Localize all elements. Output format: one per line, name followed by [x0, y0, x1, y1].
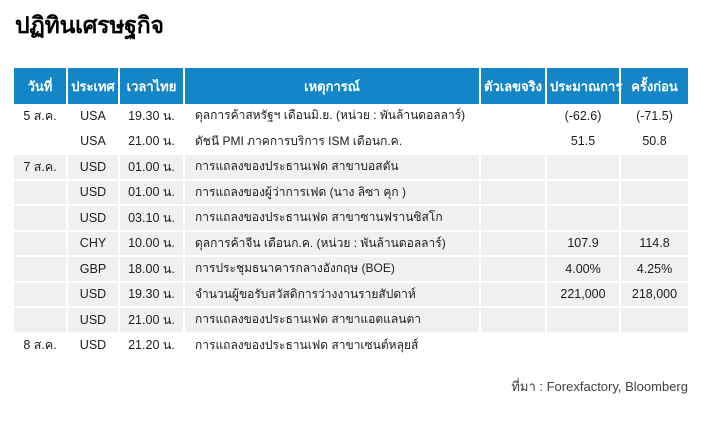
cell-event: ดุลการค้าสหรัฐฯ เดือนมิ.ย. (หน่วย : พันล…	[185, 104, 481, 130]
cell-time: 21.20 น.	[120, 333, 185, 359]
cell-previous	[621, 308, 688, 334]
cell-time: 01.00 น.	[120, 155, 185, 181]
table-header: วันที่ ประเทศ เวลาไทย เหตุการณ์ ตัวเลขจร…	[14, 68, 688, 104]
cell-date	[14, 129, 68, 155]
cell-country: USD	[68, 206, 120, 232]
table-row: USD 19.30 น. จำนวนผู้ขอรับสวัสดิการว่างง…	[14, 282, 688, 308]
cell-actual	[481, 180, 547, 206]
col-header-date: วันที่	[14, 68, 68, 104]
cell-country: GBP	[68, 257, 120, 283]
page-title: ปฏิทินเศรษฐกิจ	[15, 12, 164, 38]
cell-forecast: (-62.6)	[547, 104, 621, 130]
cell-previous: 114.8	[621, 231, 688, 257]
col-header-actual: ตัวเลขจริง	[481, 68, 547, 104]
cell-actual	[481, 257, 547, 283]
table-body: 5 ส.ค. USA 19.30 น. ดุลการค้าสหรัฐฯ เดือ…	[14, 104, 688, 359]
cell-country: USD	[68, 333, 120, 359]
col-header-country: ประเทศ	[68, 68, 120, 104]
cell-actual	[481, 333, 547, 359]
cell-event: การแถลงของประธานเฟด สาขาบอสตัน	[185, 155, 481, 181]
cell-country: USD	[68, 308, 120, 334]
table-row: USD 21.00 น. การแถลงของประธานเฟด สาขาแอต…	[14, 308, 688, 334]
cell-country: USA	[68, 129, 120, 155]
cell-event: การประชุมธนาคารกลางอังกฤษ (BOE)	[185, 257, 481, 283]
cell-date	[14, 206, 68, 232]
cell-actual	[481, 231, 547, 257]
table-row: USA 21.00 น. ดัชนี PMI ภาคการบริการ ISM …	[14, 129, 688, 155]
col-header-event: เหตุการณ์	[185, 68, 481, 104]
cell-country: USD	[68, 282, 120, 308]
cell-actual	[481, 282, 547, 308]
cell-event: การแถลงของผู้ว่าการเฟด (นาง ลิซา คุก )	[185, 180, 481, 206]
cell-country: USD	[68, 155, 120, 181]
cell-country: CHY	[68, 231, 120, 257]
cell-event: ดัชนี PMI ภาคการบริการ ISM เดือนก.ค.	[185, 129, 481, 155]
cell-country: USD	[68, 180, 120, 206]
cell-date	[14, 282, 68, 308]
cell-actual	[481, 155, 547, 181]
cell-actual	[481, 308, 547, 334]
cell-event: การแถลงของประธานเฟด สาขาเซนต์หลุยส์	[185, 333, 481, 359]
table-row: 7 ส.ค. USD 01.00 น. การแถลงของประธานเฟด …	[14, 155, 688, 181]
cell-previous	[621, 333, 688, 359]
cell-date: 7 ส.ค.	[14, 155, 68, 181]
col-header-thai-time: เวลาไทย	[120, 68, 185, 104]
cell-country: USA	[68, 104, 120, 130]
cell-previous	[621, 180, 688, 206]
header-row: วันที่ ประเทศ เวลาไทย เหตุการณ์ ตัวเลขจร…	[14, 68, 688, 104]
cell-date	[14, 180, 68, 206]
cell-previous	[621, 155, 688, 181]
table-row: 8 ส.ค. USD 21.20 น. การแถลงของประธานเฟด …	[14, 333, 688, 359]
cell-event: จำนวนผู้ขอรับสวัสดิการว่างงานรายสัปดาห์	[185, 282, 481, 308]
cell-date: 5 ส.ค.	[14, 104, 68, 130]
source-note: ที่มา : Forexfactory, Bloomberg	[511, 379, 688, 394]
cell-date	[14, 257, 68, 283]
cell-time: 03.10 น.	[120, 206, 185, 232]
cell-previous: 218,000	[621, 282, 688, 308]
cell-forecast	[547, 308, 621, 334]
cell-actual	[481, 104, 547, 130]
cell-time: 01.00 น.	[120, 180, 185, 206]
cell-time: 21.00 น.	[120, 129, 185, 155]
table-row: USD 03.10 น. การแถลงของประธานเฟด สาขาซาน…	[14, 206, 688, 232]
cell-forecast: 4.00%	[547, 257, 621, 283]
cell-forecast	[547, 206, 621, 232]
cell-date	[14, 308, 68, 334]
table-row: CHY 10.00 น. ดุลการค้าจีน เดือนก.ค. (หน่…	[14, 231, 688, 257]
cell-event: การแถลงของประธานเฟด สาขาแอตแลนตา	[185, 308, 481, 334]
table-row: 5 ส.ค. USA 19.30 น. ดุลการค้าสหรัฐฯ เดือ…	[14, 104, 688, 130]
cell-date: 8 ส.ค.	[14, 333, 68, 359]
cell-actual	[481, 129, 547, 155]
cell-time: 21.00 น.	[120, 308, 185, 334]
cell-time: 19.30 น.	[120, 282, 185, 308]
cell-previous	[621, 206, 688, 232]
col-header-previous: ครั้งก่อน	[621, 68, 688, 104]
cell-event: การแถลงของประธานเฟด สาขาซานฟรานซิสโก	[185, 206, 481, 232]
cell-forecast: 221,000	[547, 282, 621, 308]
cell-forecast	[547, 155, 621, 181]
cell-time: 10.00 น.	[120, 231, 185, 257]
cell-forecast	[547, 333, 621, 359]
cell-forecast	[547, 180, 621, 206]
table-row: USD 01.00 น. การแถลงของผู้ว่าการเฟด (นาง…	[14, 180, 688, 206]
cell-previous: 50.8	[621, 129, 688, 155]
cell-event: ดุลการค้าจีน เดือนก.ค. (หน่วย : พันล้านด…	[185, 231, 481, 257]
cell-time: 19.30 น.	[120, 104, 185, 130]
cell-forecast: 107.9	[547, 231, 621, 257]
cell-previous: 4.25%	[621, 257, 688, 283]
col-header-forecast: ประมาณการ	[547, 68, 622, 104]
cell-previous: (-71.5)	[621, 104, 688, 130]
cell-forecast: 51.5	[547, 129, 621, 155]
cell-time: 18.00 น.	[120, 257, 185, 283]
cell-date	[14, 231, 68, 257]
economic-calendar-table: วันที่ ประเทศ เวลาไทย เหตุการณ์ ตัวเลขจร…	[14, 68, 688, 359]
cell-actual	[481, 206, 547, 232]
table-row: GBP 18.00 น. การประชุมธนาคารกลางอังกฤษ (…	[14, 257, 688, 283]
